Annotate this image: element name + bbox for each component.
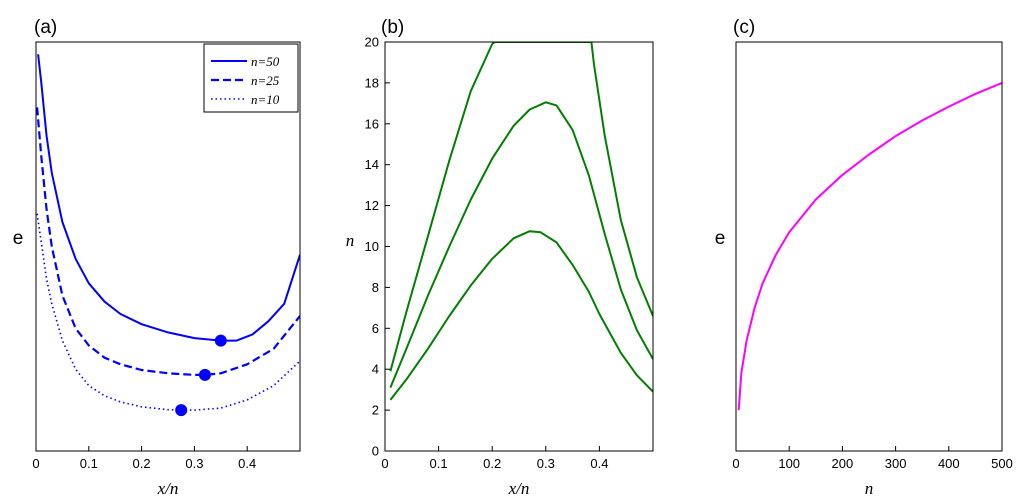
panel-b-series-curve-1: [389, 230, 653, 401]
panel-a-x-ticks: 0 0.1 0.2 0.3 0.4: [32, 446, 256, 471]
panel-b-y-ticks: 0 2 4 6 8 10 12 14 16 18 20: [365, 35, 390, 459]
panel-a-tag: (a): [34, 17, 57, 38]
y-tick-label: 16: [365, 116, 379, 131]
panel-a-frame: [35, 41, 301, 452]
x-tick-label: 500: [991, 456, 1013, 471]
panel-a-marker-n=50: [214, 334, 227, 347]
legend-label-n50: n=50: [251, 54, 280, 69]
y-tick-label: 4: [372, 362, 379, 377]
x-tick-label: 100: [778, 456, 800, 471]
panel-c: (c) 0 100 200 300 400 500 n e: [715, 17, 1013, 498]
panel-a-ylabel: e: [13, 228, 24, 249]
panel-b-ylabel: n: [346, 231, 355, 250]
panel-a-xlabel: x/n: [157, 479, 179, 498]
legend-label-n25: n=25: [251, 73, 280, 88]
x-tick-label: 0.1: [430, 456, 448, 471]
x-tick-label: 0.3: [185, 456, 203, 471]
x-tick-label: 300: [885, 456, 907, 471]
panel-a-legend: n=50 n=25 n=10: [203, 43, 299, 113]
panel-b-series-curve-3: [389, 42, 653, 372]
panel-c-plot-area: [737, 81, 1002, 411]
panel-a-series-n=50: [37, 54, 300, 342]
x-tick-label: 0.3: [537, 456, 555, 471]
y-tick-label: 2: [372, 403, 379, 418]
panel-c-series-curve: [737, 81, 1002, 411]
panel-b-series-curve-2: [389, 101, 653, 388]
panel-b-tag: (b): [381, 17, 404, 38]
legend-box: [203, 43, 299, 113]
x-tick-label: 0: [381, 456, 388, 471]
y-tick-label: 20: [365, 35, 379, 50]
x-tick-label: 0.1: [80, 456, 98, 471]
panel-a-plot-area: [36, 54, 300, 417]
panel-a: (a) 0 0.1 0.2 0.3 0.4 x/n e n=50 n=25 n=10: [13, 17, 301, 498]
x-tick-label: 0: [732, 456, 739, 471]
legend-label-n10: n=10: [251, 92, 280, 107]
panel-c-frame: [735, 41, 1003, 452]
y-tick-label: 18: [365, 75, 379, 90]
x-tick-label: 0.2: [483, 456, 501, 471]
panel-a-marker-n=25: [198, 368, 211, 381]
x-tick-label: 400: [938, 456, 960, 471]
y-tick-label: 10: [365, 239, 379, 254]
panel-a-series-n=25: [36, 107, 300, 376]
x-tick-label: 0.2: [133, 456, 151, 471]
panel-c-tag: (c): [733, 17, 755, 38]
panel-c-xlabel: n: [865, 479, 874, 498]
panel-b-plot-area: [389, 42, 653, 401]
panel-b-xlabel: x/n: [508, 479, 530, 498]
y-tick-label: 0: [372, 444, 379, 459]
x-tick-label: 200: [832, 456, 854, 471]
y-tick-label: 8: [372, 280, 379, 295]
panel-a-marker-n=10: [175, 404, 188, 417]
panel-c-x-ticks: 0 100 200 300 400 500: [732, 446, 1013, 471]
panel-c-ylabel: e: [715, 228, 726, 249]
panel-b-x-ticks: 0 0.1 0.2 0.3 0.4: [381, 446, 608, 471]
y-tick-label: 14: [365, 157, 379, 172]
y-tick-label: 6: [372, 321, 379, 336]
x-tick-label: 0: [32, 456, 39, 471]
y-tick-label: 12: [365, 198, 379, 213]
panel-a-series-n=10: [36, 213, 300, 411]
x-tick-label: 0.4: [590, 456, 608, 471]
x-tick-label: 0.4: [238, 456, 256, 471]
